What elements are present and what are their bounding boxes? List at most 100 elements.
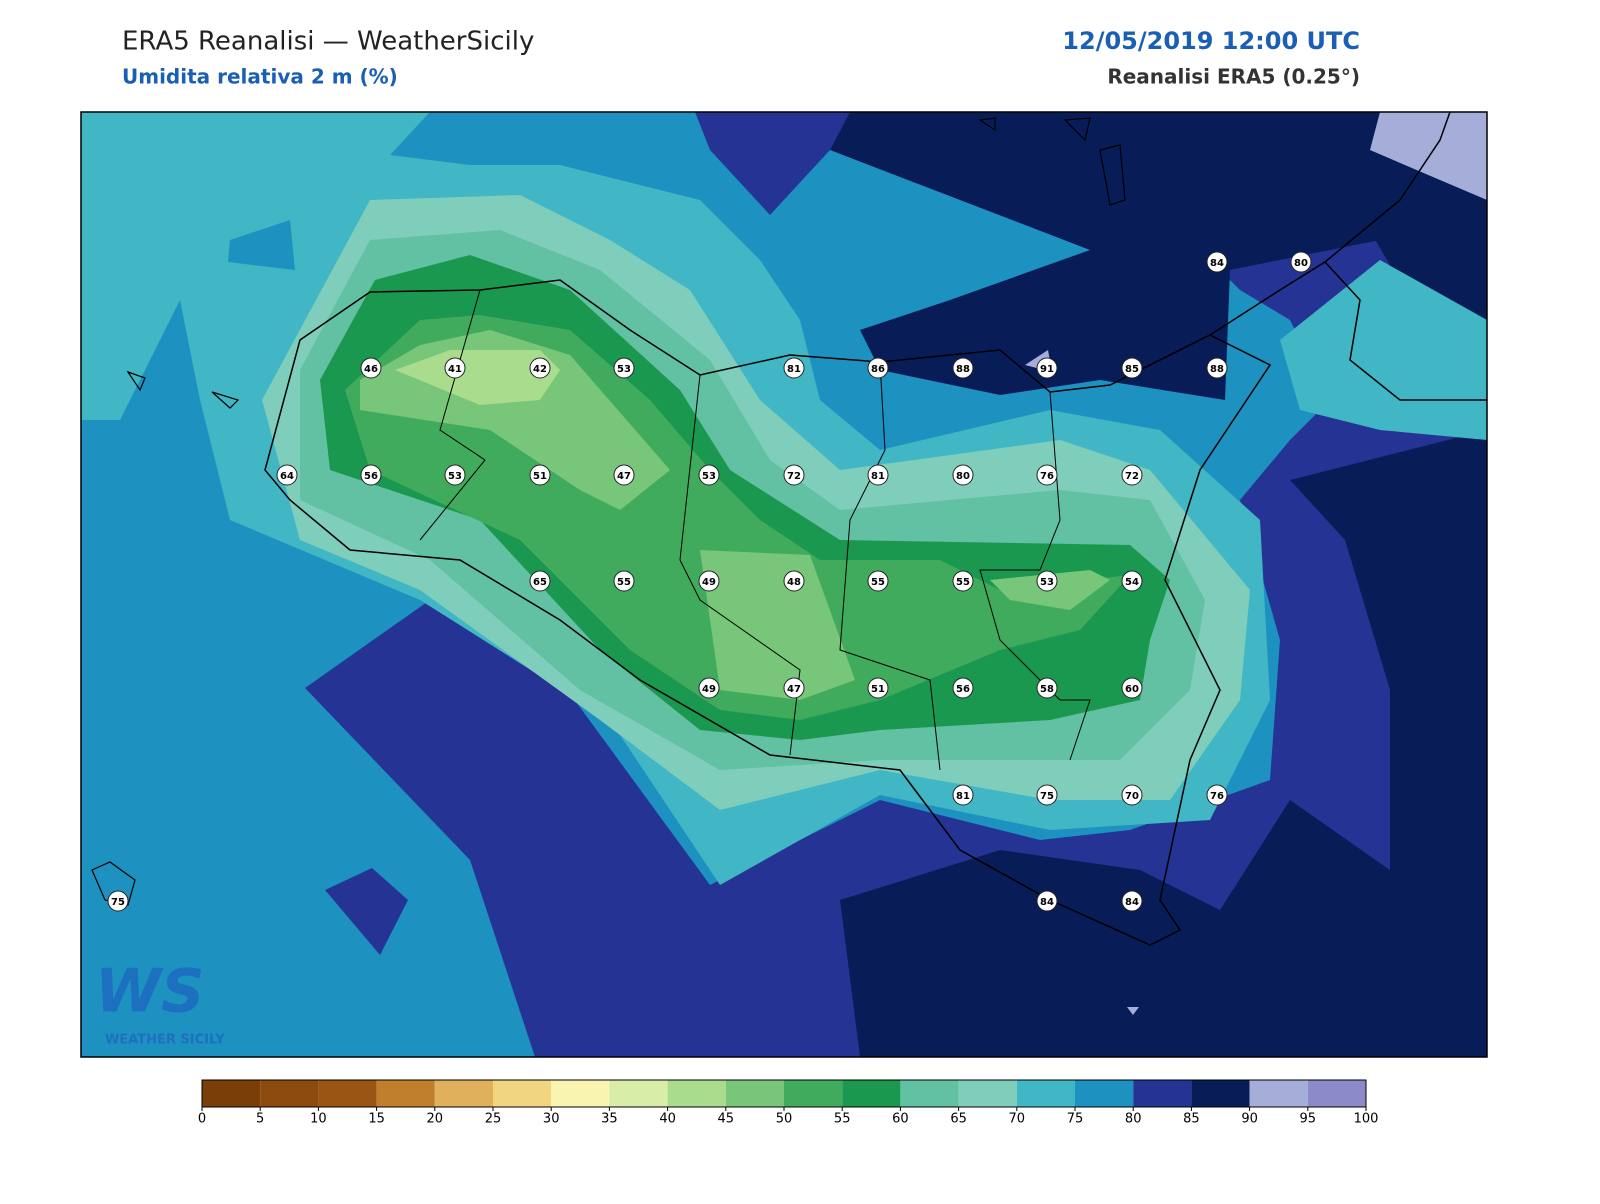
- datetime: 12/05/2019 12:00 UTC: [1062, 27, 1360, 55]
- station-value: 80: [1294, 258, 1308, 269]
- station-value: 41: [448, 364, 462, 375]
- station-value: 42: [533, 364, 547, 375]
- colorbar-tick-label: 70: [1009, 1112, 1026, 1127]
- station-value: 54: [1125, 577, 1139, 588]
- station-value: 47: [787, 684, 801, 695]
- station-value: 58: [1040, 684, 1054, 695]
- colorbar-bin: [434, 1080, 493, 1107]
- station-marker: [783, 570, 805, 592]
- station-marker: [1036, 570, 1058, 592]
- colorbar-tick-label: 10: [310, 1112, 327, 1127]
- colorbar-tick-label: 55: [834, 1112, 851, 1127]
- map-fields: [81, 112, 1487, 1057]
- station-value: 55: [956, 577, 970, 588]
- station-marker: [698, 677, 720, 699]
- station-marker: [1036, 890, 1058, 912]
- station-value: 72: [787, 471, 801, 482]
- station-marker: [1036, 464, 1058, 486]
- station-marker: [952, 677, 974, 699]
- station-marker: [1036, 677, 1058, 699]
- station-marker: [1036, 357, 1058, 379]
- map-frame: [80, 111, 1488, 1058]
- station-marker: [1121, 464, 1143, 486]
- title: ERA5 Reanalisi — WeatherSicily: [122, 27, 534, 57]
- colorbar-bin: [1016, 1080, 1075, 1107]
- station-marker: [698, 464, 720, 486]
- colorbar-tick-label: 75: [1067, 1112, 1084, 1127]
- station-marker: [529, 570, 551, 592]
- colorbar-bin: [1191, 1080, 1250, 1107]
- colorbar-bin: [318, 1080, 377, 1107]
- colorbar-tick-label: 25: [485, 1112, 502, 1127]
- colorbar-bin: [784, 1080, 843, 1107]
- station-value: 56: [364, 471, 378, 482]
- station-value: 53: [702, 471, 716, 482]
- station-marker: [952, 464, 974, 486]
- station-value: 84: [1210, 258, 1224, 269]
- station-value: 48: [787, 577, 801, 588]
- colorbar-bin: [376, 1080, 435, 1107]
- station-value: 49: [702, 684, 716, 695]
- logo-mark: WS: [95, 957, 204, 1027]
- colorbar-bin: [551, 1080, 610, 1107]
- station-value: 47: [617, 471, 631, 482]
- station-marker: [1290, 251, 1312, 273]
- station-marker: [952, 570, 974, 592]
- station-value: 60: [1125, 684, 1139, 695]
- colorbar-tick-label: 30: [543, 1112, 560, 1127]
- colorbar-tick-label: 15: [368, 1112, 385, 1127]
- station-marker: [1121, 890, 1143, 912]
- station-marker: [613, 357, 635, 379]
- colorbar-bin: [900, 1080, 959, 1107]
- station-marker: [867, 570, 889, 592]
- logo: WS WEATHER SICILY: [95, 957, 225, 1048]
- station-marker: [698, 570, 720, 592]
- station-marker: [867, 464, 889, 486]
- station-value: 75: [111, 897, 125, 908]
- colorbar-bin: [202, 1080, 261, 1107]
- colorbar-tick-label: 100: [1354, 1112, 1379, 1127]
- station-marker: [1206, 357, 1228, 379]
- station-marker: [360, 357, 382, 379]
- station-marker: [1206, 251, 1228, 273]
- station-marker: [867, 677, 889, 699]
- station-value: 84: [1040, 897, 1054, 908]
- station-value: 72: [1125, 471, 1139, 482]
- colorbar-bin: [1307, 1080, 1366, 1107]
- colorbar-tick-label: 60: [892, 1112, 909, 1127]
- colorbar-bin: [958, 1080, 1017, 1107]
- station-value: 64: [280, 471, 294, 482]
- colorbar: 0 5 10 15 20 25 30 35 40 45 50 55 60 65 70 75 80 85 90 95 10…: [198, 1079, 1379, 1127]
- station-marker: [867, 357, 889, 379]
- station-value: 81: [871, 471, 885, 482]
- station-marker: [360, 464, 382, 486]
- station-marker: [1121, 357, 1143, 379]
- colorbar-tick-label: 20: [427, 1112, 444, 1127]
- station-marker: [444, 464, 466, 486]
- colorbar-tick-label: 85: [1183, 1112, 1200, 1127]
- colorbar-tick-label: 65: [950, 1112, 967, 1127]
- station-marker: [1121, 677, 1143, 699]
- station-value: 55: [617, 577, 631, 588]
- colorbar-bin: [1133, 1080, 1192, 1107]
- station-marker: [952, 784, 974, 806]
- station-value: 80: [956, 471, 970, 482]
- colorbar-bin: [260, 1080, 319, 1107]
- colorbar-bin: [667, 1080, 726, 1107]
- station-marker: [952, 357, 974, 379]
- colorbar-bin: [493, 1080, 552, 1107]
- station-marker: [783, 677, 805, 699]
- station-value: 88: [956, 364, 970, 375]
- station-marker: [107, 890, 129, 912]
- subtitle: Umidita relativa 2 m (%): [122, 65, 398, 89]
- logo-text: WEATHER SICILY: [105, 1033, 225, 1048]
- station-marker: [783, 464, 805, 486]
- station-marker: [1036, 784, 1058, 806]
- station-marker: [444, 357, 466, 379]
- colorbar-bin: [1249, 1080, 1308, 1107]
- station-value: 85: [1125, 364, 1139, 375]
- station-value: 81: [787, 364, 801, 375]
- colorbar-bin: [1075, 1080, 1134, 1107]
- station-value: 65: [533, 577, 547, 588]
- colorbar-tick-label: 5: [256, 1112, 264, 1127]
